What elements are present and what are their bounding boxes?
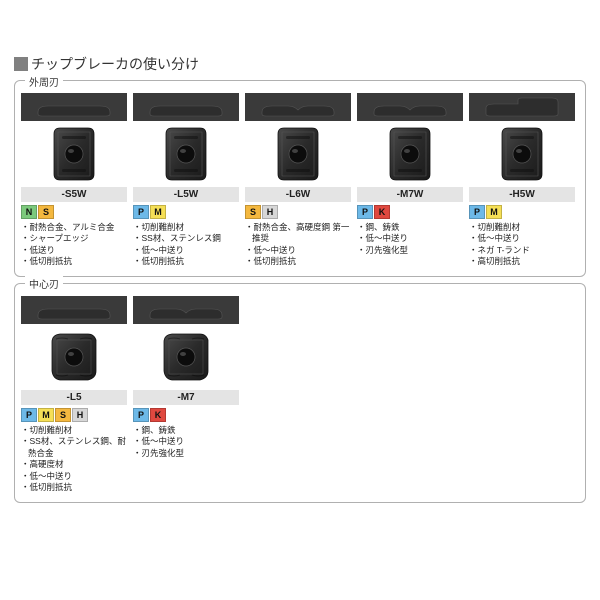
profile-icon bbox=[357, 93, 463, 121]
material-badges: NS bbox=[21, 205, 127, 219]
chipbreaker-card: -L5W PM 切削難削材SS材、ステンレス鋼低～中送り低切削抵抗 bbox=[133, 93, 239, 268]
feature-item: 低～中送り bbox=[245, 245, 351, 256]
insert-icon bbox=[21, 123, 127, 185]
insert-icon bbox=[21, 326, 127, 388]
feature-item: 低切削抵抗 bbox=[21, 482, 127, 493]
chipbreaker-card: -M7W PK 鋼、鋳鉄低～中送り刃先強化型 bbox=[357, 93, 463, 268]
feature-list: 切削難削材SS材、ステンレス鋼、耐熱合金高硬度材低～中送り低切削抵抗 bbox=[21, 425, 127, 494]
code-label: -L5 bbox=[21, 390, 127, 405]
feature-item: 低切削抵抗 bbox=[245, 256, 351, 267]
feature-item: 低～中送り bbox=[21, 471, 127, 482]
chipbreaker-card: -S5W NS 耐熱合金、アルミ合金シャープエッジ低送り低切削抵抗 bbox=[21, 93, 127, 268]
material-badges: PK bbox=[133, 408, 239, 422]
material-badges: PM bbox=[133, 205, 239, 219]
group-外周刃: 外周刃 -S5WNS耐熱合金、アルミ合金シャープエッジ低送り低切削抵抗 bbox=[14, 80, 586, 277]
feature-item: 刃先強化型 bbox=[133, 448, 239, 459]
material-badge-M: M bbox=[150, 205, 166, 219]
title-square-icon bbox=[14, 57, 28, 71]
feature-item: SS材、ステンレス鋼 bbox=[133, 233, 239, 244]
feature-item: SS材、ステンレス鋼、耐熱合金 bbox=[21, 436, 127, 459]
profile-icon bbox=[133, 93, 239, 121]
feature-list: 鋼、鋳鉄低～中送り刃先強化型 bbox=[133, 425, 239, 459]
card-row: -S5WNS耐熱合金、アルミ合金シャープエッジ低送り低切削抵抗 -L5WPM切削… bbox=[21, 93, 579, 268]
material-badge-P: P bbox=[133, 205, 149, 219]
feature-item: 切削難削材 bbox=[469, 222, 575, 233]
feature-item: 高切削抵抗 bbox=[469, 256, 575, 267]
material-badge-M: M bbox=[486, 205, 502, 219]
material-badge-K: K bbox=[374, 205, 390, 219]
code-label: -M7 bbox=[133, 390, 239, 405]
group-中心刃: 中心刃 -L5PMSH切削難削材SS材、ステンレス鋼、耐熱合金高硬度材低～中送り… bbox=[14, 283, 586, 503]
material-badges: PK bbox=[357, 205, 463, 219]
code-label: -L5W bbox=[133, 187, 239, 202]
feature-item: シャープエッジ bbox=[21, 233, 127, 244]
feature-list: 切削難削材SS材、ステンレス鋼低～中送り低切削抵抗 bbox=[133, 222, 239, 268]
material-badge-P: P bbox=[21, 408, 37, 422]
feature-item: 低～中送り bbox=[133, 245, 239, 256]
material-badge-S: S bbox=[38, 205, 54, 219]
profile-icon bbox=[469, 93, 575, 121]
insert-icon bbox=[245, 123, 351, 185]
material-badge-M: M bbox=[38, 408, 54, 422]
feature-item: 低～中送り bbox=[469, 233, 575, 244]
material-badges: PMSH bbox=[21, 408, 127, 422]
material-badge-S: S bbox=[55, 408, 71, 422]
material-badge-H: H bbox=[72, 408, 88, 422]
feature-item: 耐熱合金、高硬度鋼 第一推奨 bbox=[245, 222, 351, 245]
chipbreaker-card: -L6W SH 耐熱合金、高硬度鋼 第一推奨低～中送り低切削抵抗 bbox=[245, 93, 351, 268]
profile-icon bbox=[133, 296, 239, 324]
material-badge-S: S bbox=[245, 205, 261, 219]
material-badge-P: P bbox=[357, 205, 373, 219]
code-label: -M7W bbox=[357, 187, 463, 202]
insert-icon bbox=[133, 326, 239, 388]
material-badge-N: N bbox=[21, 205, 37, 219]
material-badge-P: P bbox=[469, 205, 485, 219]
feature-item: 鋼、鋳鉄 bbox=[357, 222, 463, 233]
code-label: -S5W bbox=[21, 187, 127, 202]
feature-item: 耐熱合金、アルミ合金 bbox=[21, 222, 127, 233]
chipbreaker-card: -L5 PMSH 切削難削材SS材、ステンレス鋼、耐熱合金高硬度材低～中送り低切削抵… bbox=[21, 296, 127, 494]
insert-icon bbox=[357, 123, 463, 185]
section-title: チップブレーカの使い分け bbox=[14, 54, 586, 74]
feature-item: 低切削抵抗 bbox=[21, 256, 127, 267]
chipbreaker-card: -M7 PK 鋼、鋳鉄低～中送り刃先強化型 bbox=[133, 296, 239, 494]
feature-item: 高硬度材 bbox=[21, 459, 127, 470]
code-label: -H5W bbox=[469, 187, 575, 202]
feature-item: 刃先強化型 bbox=[357, 245, 463, 256]
group-label: 外周刃 bbox=[25, 74, 63, 89]
material-badge-P: P bbox=[133, 408, 149, 422]
material-badges: PM bbox=[469, 205, 575, 219]
profile-icon bbox=[21, 296, 127, 324]
code-label: -L6W bbox=[245, 187, 351, 202]
feature-item: 切削難削材 bbox=[133, 222, 239, 233]
feature-item: 低送り bbox=[21, 245, 127, 256]
card-row: -L5PMSH切削難削材SS材、ステンレス鋼、耐熱合金高硬度材低～中送り低切削抵… bbox=[21, 296, 579, 494]
insert-icon bbox=[469, 123, 575, 185]
profile-icon bbox=[245, 93, 351, 121]
feature-item: ネガ T-ランド bbox=[469, 245, 575, 256]
insert-icon bbox=[133, 123, 239, 185]
feature-list: 鋼、鋳鉄低～中送り刃先強化型 bbox=[357, 222, 463, 256]
chipbreaker-card: -H5W PM 切削難削材低～中送りネガ T-ランド高切削抵抗 bbox=[469, 93, 575, 268]
feature-item: 切削難削材 bbox=[21, 425, 127, 436]
group-label: 中心刃 bbox=[25, 276, 63, 291]
feature-list: 耐熱合金、アルミ合金シャープエッジ低送り低切削抵抗 bbox=[21, 222, 127, 268]
feature-list: 耐熱合金、高硬度鋼 第一推奨低～中送り低切削抵抗 bbox=[245, 222, 351, 268]
feature-item: 鋼、鋳鉄 bbox=[133, 425, 239, 436]
material-badge-K: K bbox=[150, 408, 166, 422]
profile-icon bbox=[21, 93, 127, 121]
feature-item: 低～中送り bbox=[133, 436, 239, 447]
title-text: チップブレーカの使い分け bbox=[31, 54, 199, 74]
feature-item: 低～中送り bbox=[357, 233, 463, 244]
material-badges: SH bbox=[245, 205, 351, 219]
material-badge-H: H bbox=[262, 205, 278, 219]
feature-item: 低切削抵抗 bbox=[133, 256, 239, 267]
feature-list: 切削難削材低～中送りネガ T-ランド高切削抵抗 bbox=[469, 222, 575, 268]
